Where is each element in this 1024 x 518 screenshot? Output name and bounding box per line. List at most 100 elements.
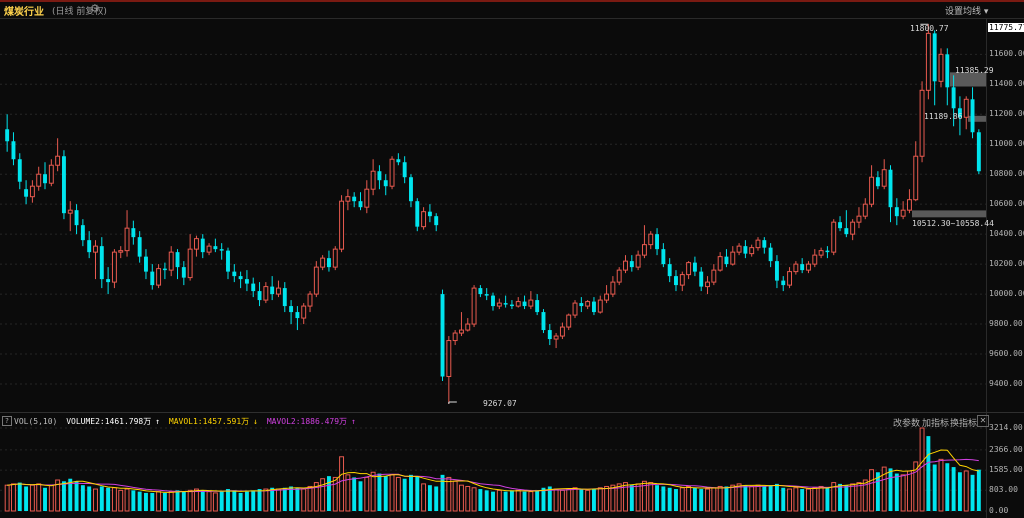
candle-body — [206, 245, 212, 253]
candle-body — [648, 233, 654, 246]
price-tick-label: 11600.00 — [989, 49, 1024, 59]
candle-body — [869, 176, 875, 205]
candle-body — [36, 173, 42, 187]
volume-bar — [421, 483, 427, 512]
price-tick-label: 9400.00 — [989, 379, 1023, 388]
candle-body — [547, 330, 552, 340]
mavol2-value: MAVOL2:1886.479万 — [266, 417, 348, 426]
help-icon[interactable]: ? — [2, 416, 12, 426]
volume-bar — [244, 491, 249, 511]
volume-bar — [856, 482, 862, 512]
candle-body — [604, 293, 610, 301]
candle-body — [144, 256, 148, 272]
volume-bar — [528, 491, 534, 512]
candle-body — [496, 302, 502, 307]
volume-bar — [926, 436, 931, 511]
gap-annotation-3: 10512.30~10558.44 — [912, 219, 994, 228]
gear-icon[interactable]: ⚙ — [90, 2, 100, 15]
candle-body — [80, 225, 85, 241]
volume-bar — [793, 487, 799, 512]
candle-body — [774, 261, 779, 281]
candle-body — [263, 286, 269, 301]
volume-bar — [692, 487, 697, 511]
volume-bar — [137, 491, 142, 511]
add-indicator-button[interactable]: 加指标 — [922, 419, 950, 429]
volume-indicator-name[interactable]: VOL(5,10) — [14, 417, 58, 426]
volume-bar — [496, 489, 502, 512]
candle-body — [970, 99, 975, 133]
volume-bar — [938, 458, 944, 512]
candle-body — [458, 329, 464, 334]
candle-body — [856, 215, 862, 223]
candle-body — [421, 211, 427, 228]
volume-bar — [686, 485, 692, 512]
close-icon[interactable]: ✕ — [977, 415, 989, 427]
volume-bar — [800, 489, 805, 511]
volume-bar — [844, 485, 849, 511]
low-annotation: 9267.07 — [483, 399, 517, 408]
candle-body — [352, 196, 357, 202]
candle-body — [452, 332, 458, 342]
volume-bar — [610, 484, 616, 512]
candle-body — [919, 89, 925, 157]
candle-body — [724, 256, 729, 265]
panel-separator[interactable] — [0, 412, 1024, 413]
candle-body — [515, 301, 521, 307]
candle-body — [55, 155, 61, 166]
volume-bar — [434, 486, 439, 511]
volume-bar — [509, 490, 514, 511]
candle-body — [137, 237, 142, 257]
volume-bar — [326, 476, 331, 511]
candle-body — [743, 246, 748, 254]
volume-bar — [144, 492, 148, 511]
volume-bar — [749, 485, 755, 512]
candle-body — [881, 169, 887, 187]
volume-bar — [395, 476, 401, 512]
volume-bar — [131, 490, 136, 511]
candle-body — [307, 293, 313, 307]
swap-indicator-button[interactable]: 换指标 — [950, 419, 978, 429]
volume-bar — [200, 490, 205, 511]
candle-body — [831, 221, 837, 253]
volume-bar — [11, 483, 16, 512]
candle-body — [175, 252, 180, 268]
volume-bar — [383, 476, 388, 511]
volume-bar — [566, 488, 572, 512]
candle-body — [193, 238, 199, 250]
gap-zone-1 — [950, 72, 986, 87]
volume-bar — [332, 476, 338, 512]
candle-body — [106, 279, 111, 283]
candle-body — [124, 227, 130, 252]
candle-body — [11, 141, 16, 160]
candle-body — [491, 295, 495, 307]
volume-bar — [559, 489, 565, 512]
volume-bar — [591, 489, 596, 511]
price-tick-label: 10000.00 — [989, 289, 1024, 299]
candle-body — [541, 312, 546, 331]
chart-title[interactable]: 煤炭行业 — [4, 7, 44, 18]
candle-body — [99, 246, 104, 280]
candle-body — [528, 299, 534, 307]
volume-bar — [313, 482, 319, 512]
volume-tick-label: 803.00 — [989, 485, 1018, 495]
candle-body — [951, 87, 956, 109]
volume-bar — [655, 485, 660, 511]
volume-bar — [743, 485, 748, 511]
candle-body — [641, 244, 647, 256]
modify-params-button[interactable]: 改参数 — [893, 419, 921, 429]
high-annotation: 11800.77 — [910, 24, 949, 33]
volume-bar — [629, 485, 634, 511]
candle-body — [251, 283, 256, 292]
candle-body — [345, 196, 351, 202]
candle-body — [440, 294, 445, 377]
candle-body — [667, 264, 672, 277]
volume-bar — [875, 472, 880, 511]
candle-body — [579, 303, 584, 307]
volume-bar — [541, 487, 546, 511]
candle-body — [67, 209, 73, 214]
candle-body — [389, 158, 395, 187]
volume-bar — [352, 477, 357, 511]
candle-body — [226, 250, 230, 272]
set-ma-button[interactable]: 设置均线 ▾ — [945, 4, 988, 17]
